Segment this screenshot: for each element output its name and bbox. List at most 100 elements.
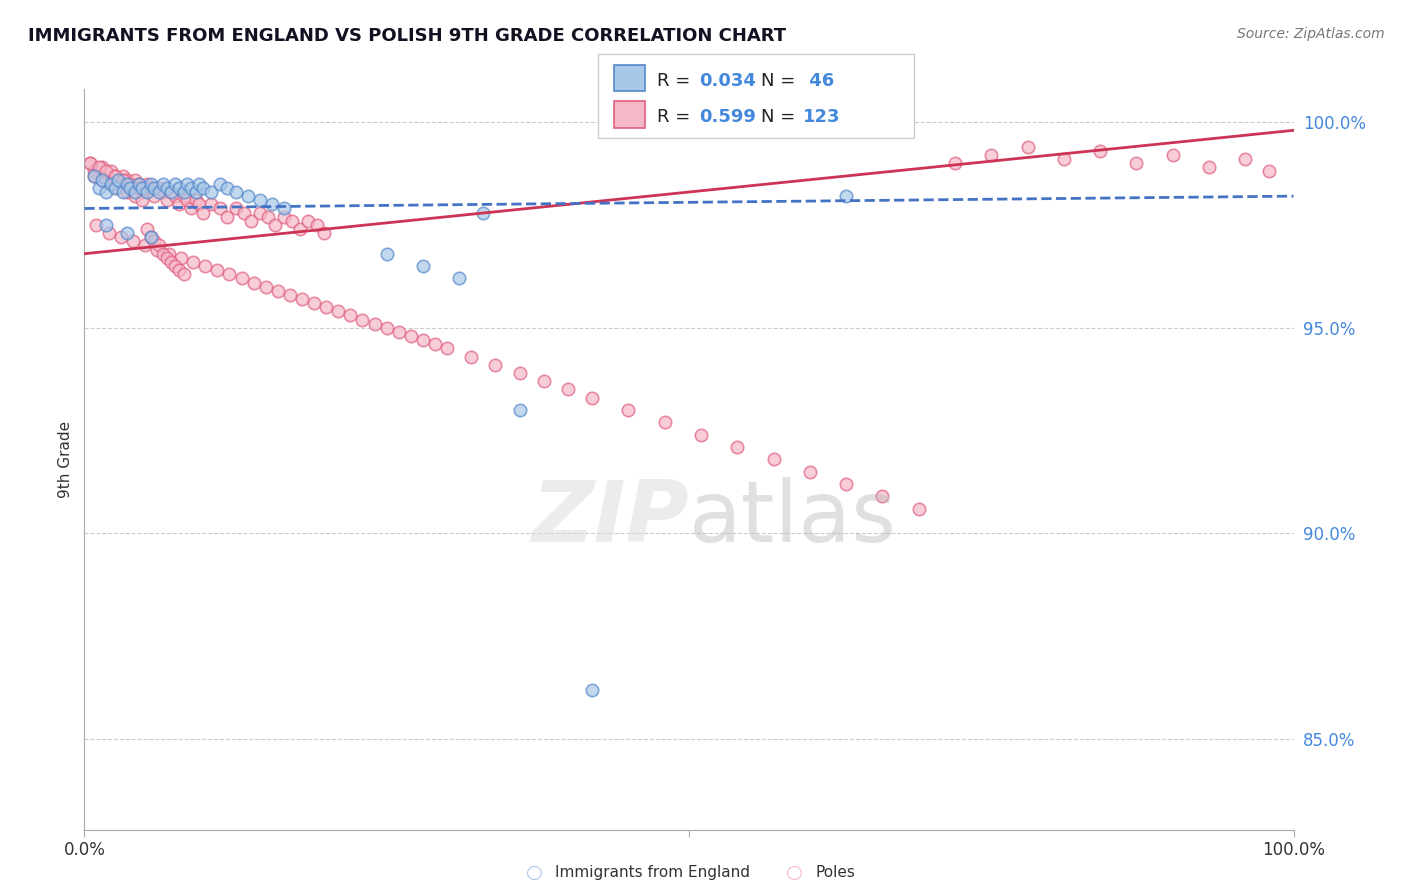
- Point: [207, 263, 229, 277]
- Point: [184, 193, 207, 207]
- Point: [107, 181, 129, 195]
- Point: [240, 214, 263, 228]
- Point: [399, 329, 422, 343]
- Point: [143, 181, 166, 195]
- Point: [136, 185, 159, 199]
- Point: [191, 181, 214, 195]
- Point: [173, 189, 195, 203]
- Point: [215, 210, 238, 224]
- Text: Source: ZipAtlas.com: Source: ZipAtlas.com: [1237, 27, 1385, 41]
- Point: [288, 222, 311, 236]
- Point: [472, 205, 495, 219]
- Point: [94, 218, 117, 232]
- Point: [146, 243, 169, 257]
- Point: [131, 193, 153, 207]
- Point: [83, 169, 105, 183]
- Point: [375, 246, 398, 260]
- Point: [87, 169, 110, 183]
- Point: [1234, 152, 1257, 166]
- Point: [131, 185, 153, 199]
- Point: [160, 185, 183, 199]
- Point: [173, 267, 195, 281]
- Point: [139, 181, 162, 195]
- Point: [375, 320, 398, 334]
- Point: [260, 197, 283, 211]
- Point: [136, 177, 159, 191]
- Point: [188, 177, 211, 191]
- Point: [139, 230, 162, 244]
- Point: [157, 246, 180, 260]
- Point: [170, 251, 193, 265]
- Point: [233, 205, 256, 219]
- Point: [302, 296, 325, 310]
- Point: [273, 210, 295, 224]
- Point: [167, 197, 190, 211]
- Point: [1198, 161, 1220, 175]
- Point: [557, 383, 579, 397]
- Point: [176, 193, 198, 207]
- Text: ○: ○: [786, 863, 803, 882]
- Point: [83, 169, 105, 183]
- Point: [152, 246, 174, 260]
- Text: ZIP: ZIP: [531, 477, 689, 560]
- Point: [242, 276, 264, 290]
- Point: [94, 164, 117, 178]
- Text: Poles: Poles: [815, 865, 855, 880]
- Point: [181, 255, 204, 269]
- Point: [249, 193, 271, 207]
- Point: [267, 284, 290, 298]
- Point: [388, 325, 411, 339]
- Point: [1017, 140, 1039, 154]
- Point: [128, 177, 150, 191]
- Point: [167, 263, 190, 277]
- Text: ○: ○: [526, 863, 543, 882]
- Point: [134, 238, 156, 252]
- Point: [218, 267, 240, 281]
- Point: [100, 164, 122, 178]
- Point: [449, 271, 471, 285]
- Point: [124, 189, 146, 203]
- Point: [180, 202, 202, 216]
- Point: [297, 214, 319, 228]
- Point: [236, 189, 259, 203]
- Point: [104, 169, 127, 183]
- Point: [173, 185, 195, 199]
- Text: 0.034: 0.034: [699, 71, 755, 89]
- Point: [79, 156, 101, 170]
- Point: [139, 177, 162, 191]
- Point: [352, 312, 374, 326]
- Point: [872, 489, 894, 503]
- Point: [86, 218, 108, 232]
- Point: [152, 185, 174, 199]
- Point: [423, 337, 446, 351]
- Point: [155, 193, 177, 207]
- Point: [124, 185, 146, 199]
- Point: [762, 452, 785, 467]
- Text: 46: 46: [803, 71, 834, 89]
- Point: [83, 164, 105, 178]
- Point: [107, 177, 129, 191]
- Point: [907, 501, 929, 516]
- Point: [231, 271, 253, 285]
- Point: [91, 161, 114, 175]
- Text: Immigrants from England: Immigrants from England: [555, 865, 751, 880]
- Point: [1053, 152, 1076, 166]
- Point: [509, 366, 531, 380]
- Point: [148, 181, 170, 195]
- Point: [725, 440, 748, 454]
- Point: [254, 279, 277, 293]
- Point: [136, 222, 159, 236]
- Point: [363, 317, 385, 331]
- Point: [167, 181, 190, 195]
- Point: [533, 374, 555, 388]
- Point: [131, 181, 153, 195]
- Point: [97, 226, 120, 240]
- Point: [1088, 144, 1111, 158]
- Point: [273, 202, 295, 216]
- Point: [215, 181, 238, 195]
- Point: [184, 185, 207, 199]
- Point: [835, 189, 858, 203]
- Point: [225, 185, 247, 199]
- Point: [339, 309, 361, 323]
- Point: [1161, 148, 1184, 162]
